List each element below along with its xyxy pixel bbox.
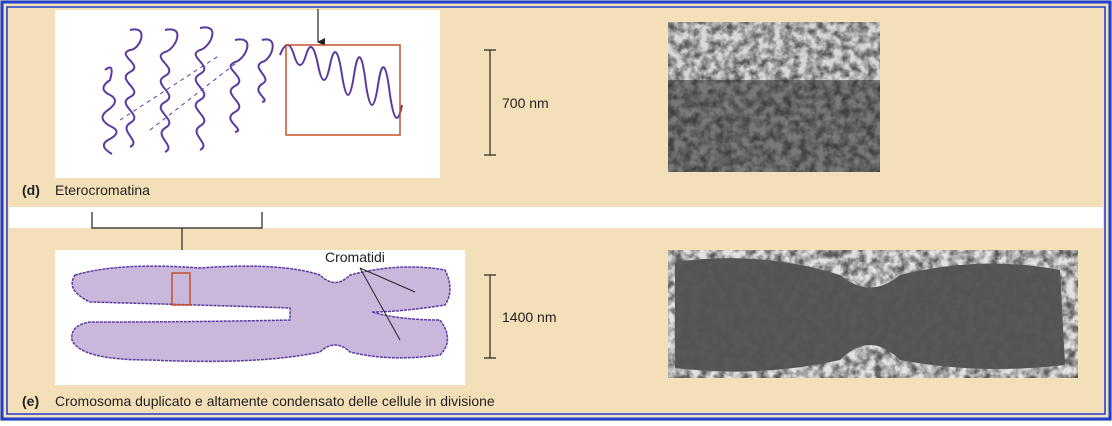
figure: 700 nm (d) Eterocromatina Cromatidi 1400… [0, 0, 1112, 421]
scale-label: 1400 nm [502, 309, 556, 325]
annotation: Cromatidi [325, 249, 385, 265]
caption: Cromosoma duplicato e altamente condensa… [55, 393, 495, 409]
diagram-box [55, 10, 440, 178]
panel-letter: (d) [22, 182, 40, 198]
caption: Eterocromatina [55, 182, 150, 198]
separator [9, 207, 1103, 228]
micrograph-shade [668, 80, 880, 172]
scale-label: 700 nm [502, 95, 549, 111]
micrograph-texture [668, 250, 1078, 378]
panel-letter: (e) [22, 393, 39, 409]
